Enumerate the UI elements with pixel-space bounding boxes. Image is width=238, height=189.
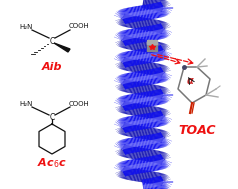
Text: C: C xyxy=(49,36,55,46)
Text: H₂N: H₂N xyxy=(19,24,33,30)
Text: α: α xyxy=(187,76,193,86)
Text: TOAC: TOAC xyxy=(178,125,216,138)
Text: H₂N: H₂N xyxy=(19,101,33,107)
Text: COOH: COOH xyxy=(69,101,89,107)
Bar xyxy=(147,43,157,51)
Polygon shape xyxy=(54,43,70,52)
Text: COOH: COOH xyxy=(69,23,89,29)
Text: Ac$_6$c: Ac$_6$c xyxy=(37,156,67,170)
Bar xyxy=(147,40,157,44)
Text: C: C xyxy=(49,112,55,122)
Text: Aib: Aib xyxy=(42,62,62,72)
